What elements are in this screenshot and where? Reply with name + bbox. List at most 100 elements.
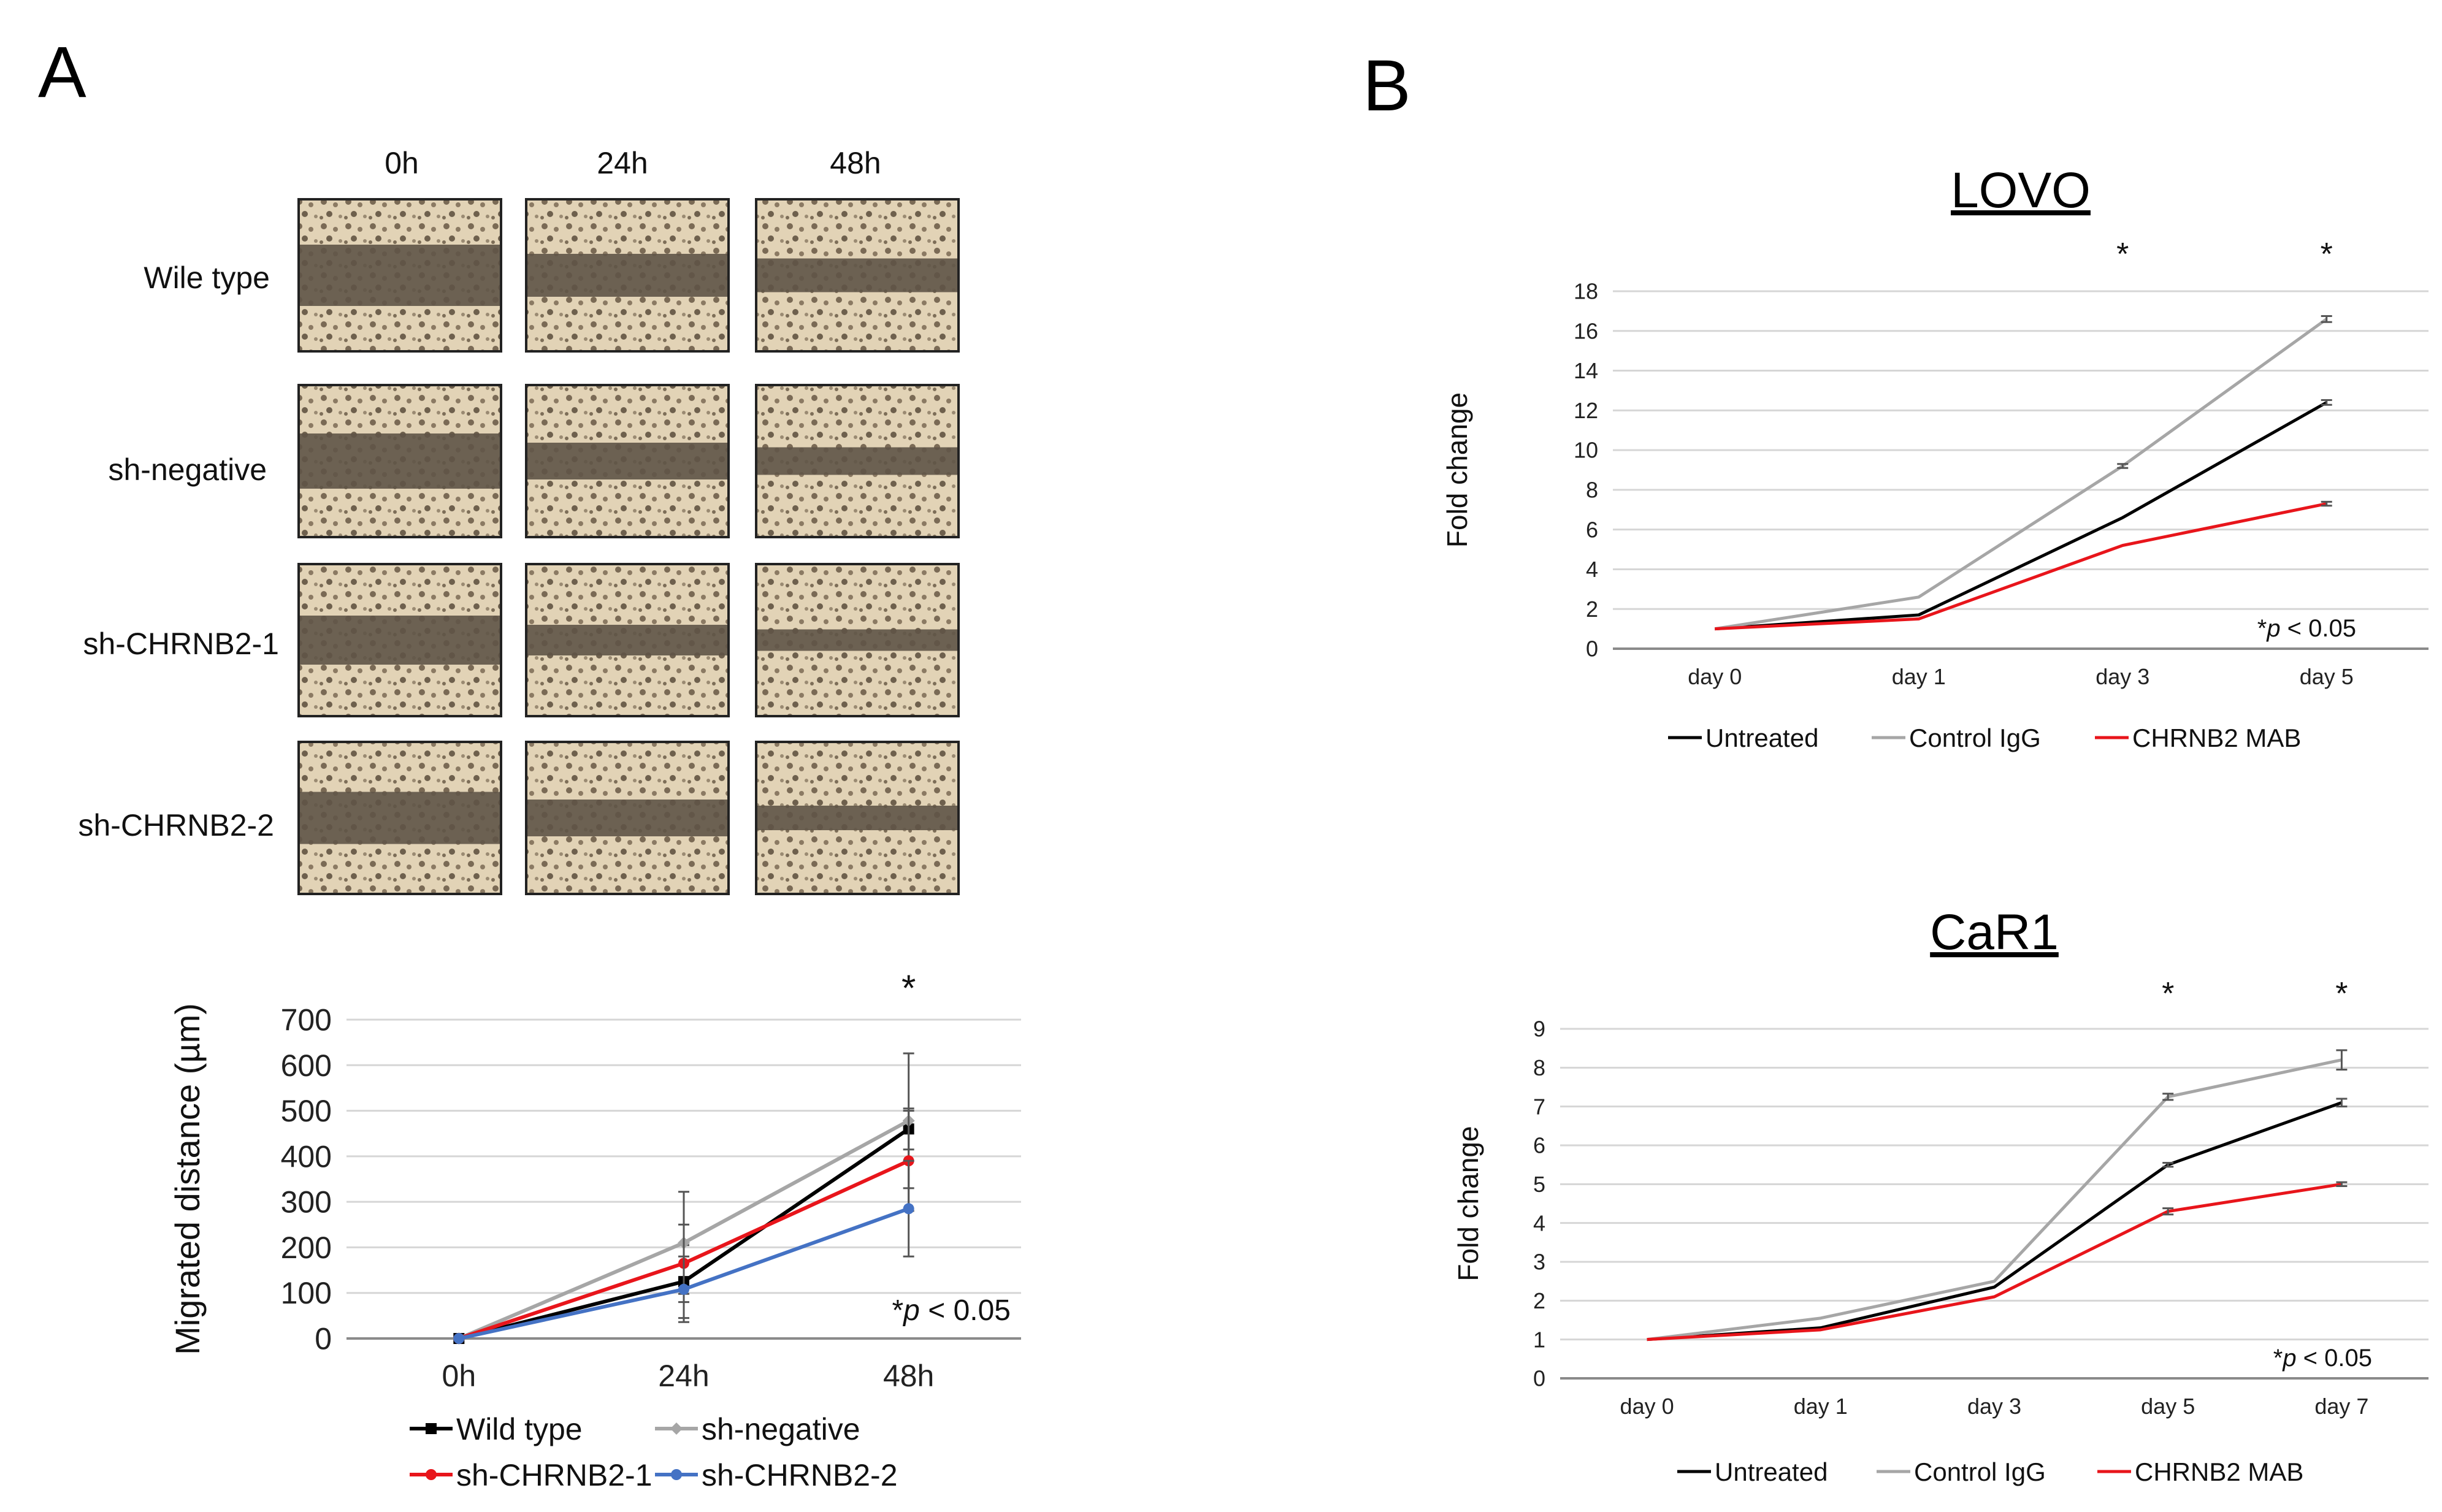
legend-marker (426, 1469, 437, 1480)
y-tick-label: 600 (281, 1048, 332, 1083)
y-tick-label: 2 (1533, 1288, 1545, 1313)
y-tick-label: 100 (281, 1276, 332, 1310)
legend-label: Untreated (1705, 724, 1818, 752)
series-line (1715, 401, 2327, 631)
x-tick-label: day 1 (1892, 664, 1946, 689)
y-axis-label: Fold change (1452, 1126, 1484, 1281)
significance-star: * (2321, 237, 2333, 272)
y-tick-label: 10 (1574, 438, 1598, 463)
micrograph-row-label: Wile type (144, 261, 270, 295)
legend-marker (671, 1469, 682, 1480)
series-line (1647, 1058, 2342, 1342)
y-tick-label: 14 (1574, 358, 1598, 383)
y-tick-label: 7 (1533, 1094, 1545, 1119)
y-axis-label: Migrated distance (µm) (168, 1003, 207, 1355)
scratch-gap (757, 629, 957, 651)
micrograph-col-header: 0h (385, 146, 419, 180)
micrograph-row-label: sh-CHRNB2-2 (78, 808, 274, 842)
y-tick-label: 200 (281, 1231, 332, 1265)
significance-star: * (901, 968, 916, 1009)
series-line (1647, 1182, 2342, 1342)
p-value-annotation: *p < 0.05 (2257, 615, 2356, 642)
y-tick-label: 9 (1533, 1017, 1545, 1042)
y-tick-label: 5 (1533, 1172, 1545, 1197)
scratch-gap (527, 443, 727, 479)
x-tick-label: 0h (442, 1359, 477, 1393)
y-tick-label: 0 (315, 1322, 332, 1356)
legend-label: sh-CHRNB2-1 (456, 1458, 653, 1492)
scratch-gap (300, 616, 500, 665)
x-tick-label: day 5 (2300, 664, 2354, 689)
y-axis-label: Fold change (1441, 392, 1473, 548)
data-point (453, 1333, 465, 1344)
scratch-gap (757, 447, 957, 475)
significance-star: * (2335, 976, 2348, 1012)
series-line (1715, 502, 2327, 631)
x-tick-label: 24h (658, 1359, 709, 1393)
y-tick-label: 500 (281, 1094, 332, 1128)
y-tick-label: 0 (1586, 636, 1598, 662)
panel-b-label: B (1363, 45, 1411, 126)
legend-label: sh-CHRNB2-2 (702, 1458, 898, 1492)
data-point (678, 1283, 689, 1295)
x-tick-label: day 1 (1794, 1394, 1848, 1419)
scratch-gap (757, 258, 957, 292)
scratch-gap (527, 625, 727, 655)
x-tick-label: day 3 (1967, 1394, 2021, 1419)
scratch-gap (300, 792, 500, 844)
p-value-annotation: *p < 0.05 (892, 1294, 1011, 1327)
legend-label: Untreated (1715, 1457, 1828, 1486)
chart-title: LOVO (1951, 162, 2091, 218)
micrograph-row-label: sh-CHRNB2-1 (83, 627, 279, 661)
y-tick-label: 1 (1533, 1327, 1545, 1352)
y-tick-label: 0 (1533, 1366, 1545, 1391)
scratch-gap (300, 245, 500, 306)
scratch-gap (527, 254, 727, 297)
y-tick-label: 8 (1586, 477, 1598, 502)
y-tick-label: 2 (1586, 597, 1598, 622)
migration-chart: 0 100 200 300 400 500 600 700 0h 24h 48h Migrated d… (168, 968, 1021, 1492)
scratch-assay-micrographs (297, 198, 960, 895)
y-tick-label: 700 (281, 1003, 332, 1037)
y-tick-label: 12 (1574, 398, 1598, 423)
x-tick-label: day 0 (1620, 1394, 1674, 1419)
legend-label: Control IgG (1914, 1457, 2046, 1486)
micrograph-row-label: sh-negative (109, 452, 267, 487)
x-tick-label: day 5 (2141, 1394, 2195, 1419)
panel-a-label: A (38, 32, 86, 113)
legend-label: CHRNB2 MAB (2132, 724, 2301, 752)
legend-label: CHRNB2 MAB (2135, 1457, 2303, 1486)
y-tick-label: 400 (281, 1139, 332, 1174)
micrograph-col-header: 24h (597, 146, 648, 180)
scratch-gap (527, 800, 727, 836)
x-tick-label: 48h (883, 1359, 934, 1393)
chart-title: CaR1 (1930, 904, 2059, 960)
legend-marker (670, 1422, 683, 1435)
y-tick-label: 18 (1574, 279, 1598, 304)
x-tick-label: day 0 (1688, 664, 1742, 689)
data-point (903, 1203, 914, 1215)
x-tick-label: day 3 (2096, 664, 2149, 689)
significance-star: * (2162, 976, 2174, 1012)
y-tick-label: 6 (1586, 517, 1598, 542)
y-tick-label: 16 (1574, 318, 1598, 343)
significance-star: * (2116, 237, 2129, 272)
x-tick-label: day 7 (2314, 1394, 2368, 1419)
legend-label: Control IgG (1909, 724, 2041, 752)
micrograph-col-header: 48h (830, 146, 881, 180)
y-tick-label: 300 (281, 1185, 332, 1220)
series-line (1714, 318, 2328, 631)
y-tick-label: 8 (1533, 1055, 1545, 1080)
y-tick-label: 4 (1586, 557, 1598, 582)
y-tick-label: 4 (1533, 1210, 1545, 1235)
legend-label: sh-negative (702, 1412, 860, 1446)
y-tick-label: 3 (1533, 1250, 1545, 1275)
legend-label: Wild type (456, 1412, 583, 1446)
p-value-annotation: *p < 0.05 (2273, 1345, 2372, 1372)
legend-marker (426, 1423, 437, 1434)
lovo-chart: LOVO 0 2 4 6 8 10 12 14 16 18 day 0 day 1 day 3 day 5 F… (1441, 162, 2429, 752)
car1-chart: CaR1 0 1 2 3 4 5 6 7 8 9 day 0 day 1 day 3 day 5 day 7 F… (1452, 904, 2429, 1486)
scratch-gap (757, 806, 957, 830)
series-line (1647, 1101, 2343, 1342)
